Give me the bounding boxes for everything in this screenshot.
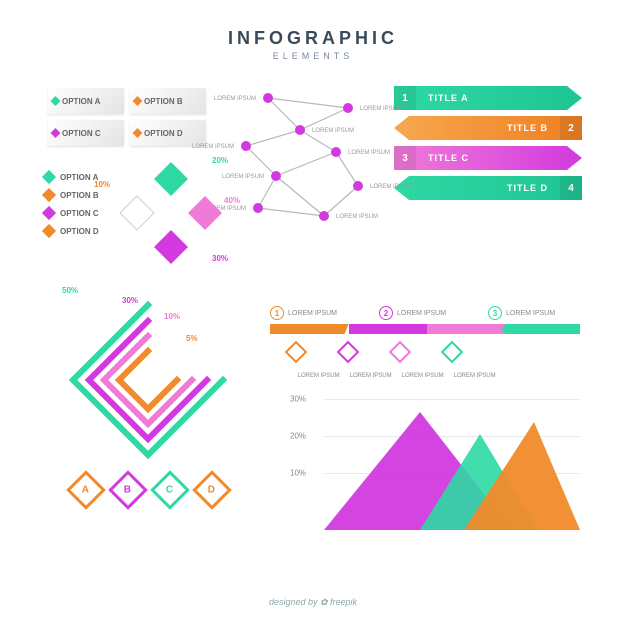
timeline: 1 LOREM IPSUM 2 LOREM IPSUM 3 LOREM IPSUM [270, 306, 580, 360]
page-title: INFOGRAPHIC ELEMENTS [0, 0, 626, 61]
letter-text: B [124, 484, 131, 495]
cluster-pct: 30% [212, 254, 228, 263]
svg-text:LOREM IPSUM: LOREM IPSUM [360, 106, 402, 112]
timeline-bottom-diamond [337, 341, 360, 364]
letter-text: A [82, 484, 89, 495]
diamond-icon [42, 206, 56, 220]
svg-text:LOREM IPSUM: LOREM IPSUM [336, 214, 378, 220]
banner-label: TITLE C [416, 153, 469, 163]
title-main: INFOGRAPHIC [0, 28, 626, 49]
option-card-label: OPTION D [144, 129, 183, 138]
timeline-label: LOREM IPSUM [288, 310, 337, 317]
timeline-num: 2 [379, 306, 393, 320]
option-item-c: OPTION C [44, 208, 99, 218]
triangle-area-chart: 10% 20% 30% [290, 380, 580, 530]
timeline-num: 1 [270, 306, 284, 320]
option-item-a: OPTION A [44, 172, 99, 182]
y-axis-label: 20% [290, 431, 306, 440]
banner-b: 2TITLE B [394, 116, 582, 140]
letter-badge-a: A [66, 470, 106, 510]
banner-label: TITLE B [495, 123, 560, 133]
banner-num: 4 [560, 176, 582, 200]
banner-a: 1TITLE A [394, 86, 582, 110]
timeline-top-item: 1 LOREM IPSUM [270, 306, 337, 320]
banner-c: 3TITLE C [394, 146, 582, 170]
letter-badge-c: C [150, 470, 190, 510]
nested-diamonds: 50%30%10%5% [58, 290, 238, 470]
banner-label: TITLE D [495, 183, 560, 193]
timeline-bottom-diamond [389, 341, 412, 364]
timeline-segment [349, 324, 428, 334]
diamond-icon [42, 170, 56, 184]
option-cards: OPTION A OPTION B OPTION C OPTION D [48, 88, 206, 146]
cluster-pct: 10% [94, 180, 110, 189]
cluster-pct: 40% [224, 196, 240, 205]
timeline-segment [502, 324, 581, 334]
letter-badge-d: D [192, 470, 232, 510]
timeline-bottom-labels [288, 344, 580, 360]
svg-text:LOREM IPSUM: LOREM IPSUM [370, 184, 412, 190]
banner-num: 2 [560, 116, 582, 140]
option-card-label: OPTION C [62, 129, 101, 138]
timeline-top-item: 2 LOREM IPSUM [379, 306, 446, 320]
option-card-label: OPTION A [62, 97, 100, 106]
timeline-track [270, 324, 580, 334]
timeline-segment [427, 324, 506, 334]
letter-text: D [208, 484, 215, 495]
option-card-label: OPTION B [144, 97, 183, 106]
option-list: OPTION A OPTION B OPTION C OPTION D [44, 172, 99, 236]
nested-svg [58, 290, 238, 470]
nested-pct: 30% [122, 296, 138, 305]
nested-pct: 50% [62, 286, 78, 295]
timeline-bottom-diamond [285, 341, 308, 364]
option-card-a: OPTION A [48, 88, 124, 114]
svg-text:LOREM IPSUM: LOREM IPSUM [222, 174, 264, 180]
banner-label: TITLE A [416, 93, 469, 103]
network-svg: LOREM IPSUMLOREM IPSUMLOREM IPSUMLOREM I… [228, 90, 378, 230]
option-card-b: OPTION B [130, 88, 206, 114]
option-label: OPTION A [60, 173, 98, 182]
cluster-pct: 20% [212, 156, 228, 165]
option-item-b: OPTION B [44, 190, 99, 200]
timeline-top-labels: 1 LOREM IPSUM 2 LOREM IPSUM 3 LOREM IPSUM [270, 306, 580, 320]
option-label: OPTION C [60, 209, 99, 218]
option-label: OPTION D [60, 227, 99, 236]
title-sub: ELEMENTS [0, 51, 626, 61]
letter-badges: A B C D [72, 476, 226, 504]
svg-text:LOREM IPSUM: LOREM IPSUM [214, 96, 256, 102]
area-svg [324, 400, 580, 530]
option-card-d: OPTION D [130, 120, 206, 146]
cluster-svg [120, 162, 222, 264]
banner-d: 4TITLE D [394, 176, 582, 200]
letter-text: C [166, 484, 173, 495]
node-network: LOREM IPSUMLOREM IPSUMLOREM IPSUMLOREM I… [228, 90, 378, 230]
letter-badge-b: B [108, 470, 148, 510]
footer-credit: designed by ✿ freepik [0, 597, 626, 608]
arrow-banners: 1TITLE A 2TITLE B 3TITLE C 4TITLE D [394, 86, 582, 200]
y-axis-label: 30% [290, 394, 306, 403]
diamond-icon [42, 188, 56, 202]
timeline-label: LOREM IPSUM [397, 310, 446, 317]
option-card-c: OPTION C [48, 120, 124, 146]
timeline-label: LOREM IPSUM [506, 310, 555, 317]
option-item-d: OPTION D [44, 226, 99, 236]
timeline-num: 3 [488, 306, 502, 320]
option-label: OPTION B [60, 191, 99, 200]
timeline-top-item: 3 LOREM IPSUM [488, 306, 555, 320]
nested-pct: 5% [186, 334, 198, 343]
svg-text:LOREM IPSUM: LOREM IPSUM [348, 150, 390, 156]
y-axis-label: 10% [290, 468, 306, 477]
timeline-bottom-diamond [441, 341, 464, 364]
svg-text:LOREM IPSUM: LOREM IPSUM [312, 128, 354, 134]
timeline-segment [270, 324, 349, 334]
banner-num: 3 [394, 146, 416, 170]
nested-pct: 10% [164, 312, 180, 321]
diamond-cluster: 20%10%40%30% [120, 162, 220, 262]
diamond-icon [42, 224, 56, 238]
svg-text:LOREM IPSUM: LOREM IPSUM [192, 144, 234, 150]
